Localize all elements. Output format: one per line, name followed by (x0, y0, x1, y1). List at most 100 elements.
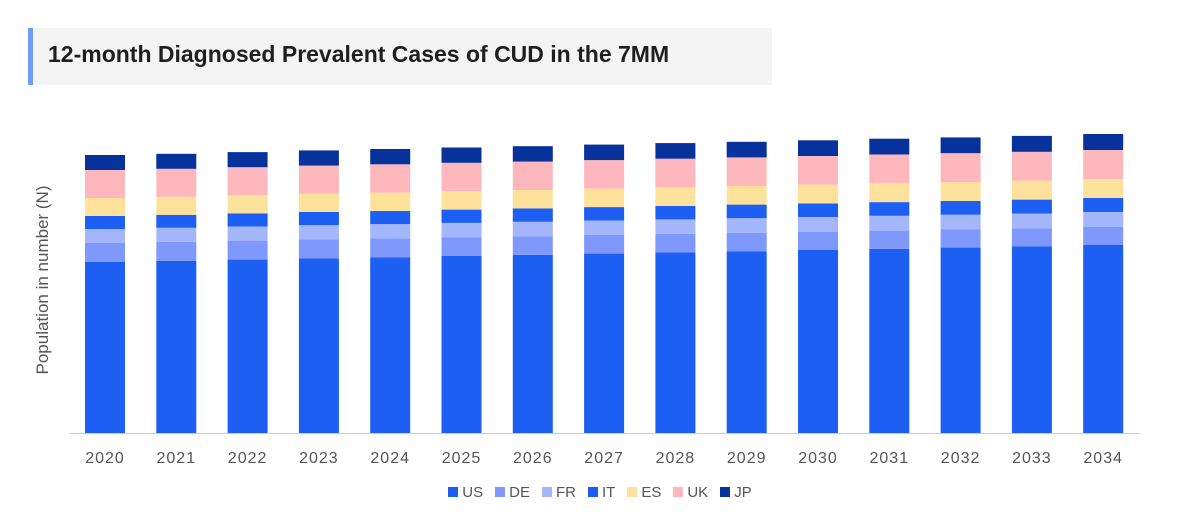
x-tick-label: 2024 (370, 450, 410, 467)
bar-ES-2026 (512, 190, 553, 209)
legend-swatch (673, 487, 684, 497)
bar-IT-2023 (298, 212, 339, 226)
bar-DE-2023 (298, 239, 339, 259)
bar-UK-2020 (85, 170, 125, 198)
bar-ES-2027 (584, 188, 625, 208)
bar-UK-2033 (1011, 151, 1052, 181)
bar-UK-2022 (227, 167, 268, 196)
bar-DE-2034 (1083, 227, 1124, 245)
bar-JP-2034 (1083, 134, 1124, 150)
legend-label: JP (734, 484, 752, 501)
bar-US-2032 (940, 247, 981, 433)
bar-ES-2030 (798, 184, 838, 204)
bar-JP-2027 (584, 144, 625, 161)
legend-label: UK (687, 484, 709, 501)
x-tick-label: 2032 (941, 450, 981, 467)
bar-UK-2026 (512, 161, 553, 190)
bar-ES-2023 (298, 193, 339, 212)
bar-UK-2030 (798, 156, 838, 185)
bar-IT-2027 (584, 207, 625, 221)
bar-UK-2031 (869, 154, 910, 184)
bar-ES-2025 (441, 191, 482, 210)
bar-UK-2023 (298, 165, 339, 194)
bar-DE-2021 (156, 241, 197, 261)
bar-FR-2024 (370, 224, 411, 239)
legend-item-IT: IT (587, 484, 615, 501)
bar-IT-2033 (1011, 199, 1052, 214)
legend-item-DE: DE (495, 484, 530, 501)
bar-ES-2022 (227, 195, 268, 214)
bar-DE-2020 (85, 243, 125, 262)
x-tick-label: 2023 (299, 450, 339, 467)
x-tick-label: 2026 (513, 450, 553, 467)
legend: US DE FR IT ES UK JP (0, 484, 1200, 501)
bar-US-2029 (726, 251, 767, 433)
bar-US-2030 (798, 250, 838, 433)
bar-ES-2029 (726, 186, 767, 205)
bar-US-2024 (370, 257, 411, 433)
x-tick-label: 2022 (228, 450, 268, 467)
x-tick-label: 2034 (1083, 450, 1123, 467)
title-accent-bar (28, 28, 33, 85)
bar-FR-2033 (1011, 213, 1052, 229)
bar-UK-2029 (726, 157, 767, 186)
legend-item-UK: UK (673, 484, 708, 501)
bar-US-2022 (227, 259, 268, 433)
bar-FR-2022 (227, 226, 268, 241)
x-tick-label: 2027 (584, 450, 624, 467)
bar-US-2027 (584, 253, 625, 433)
bar-JP-2030 (798, 140, 838, 156)
bar-FR-2025 (441, 222, 482, 238)
bar-FR-2028 (655, 219, 696, 234)
bar-US-2025 (441, 256, 482, 433)
bar-DE-2024 (370, 238, 411, 258)
bar-IT-2031 (869, 202, 910, 216)
bar-IT-2030 (798, 203, 838, 217)
bar-US-2034 (1083, 245, 1124, 433)
chart-title: 12-month Diagnosed Prevalent Cases of CU… (48, 41, 670, 67)
bar-US-2031 (869, 248, 910, 433)
bar-IT-2024 (370, 210, 411, 225)
bar-US-2023 (298, 258, 339, 433)
bar-UK-2021 (156, 168, 197, 197)
bar-IT-2020 (85, 216, 125, 229)
bar-JP-2029 (726, 141, 767, 158)
bar-FR-2023 (298, 225, 339, 240)
legend-label: US (462, 484, 484, 501)
bar-UK-2032 (940, 153, 981, 183)
bar-US-2021 (156, 260, 197, 433)
bar-IT-2028 (655, 205, 696, 220)
bar-FR-2029 (726, 218, 767, 233)
x-tick-label: 2021 (157, 450, 197, 467)
legend-item-FR: FR (541, 484, 576, 501)
legend-label: DE (509, 484, 530, 501)
bar-FR-2021 (156, 227, 197, 242)
bar-JP-2033 (1011, 135, 1052, 152)
bar-IT-2026 (512, 208, 553, 222)
bar-ES-2028 (655, 187, 696, 206)
bar-DE-2026 (512, 236, 553, 255)
bar-US-2020 (85, 262, 125, 433)
legend-item-ES: ES (627, 484, 661, 501)
bar-DE-2028 (655, 233, 696, 253)
bar-IT-2025 (441, 209, 482, 223)
y-axis-label: Population in number (N) (33, 186, 52, 375)
bar-US-2026 (512, 254, 553, 433)
bar-ES-2031 (869, 183, 910, 203)
bar-JP-2031 (869, 138, 910, 155)
bar-FR-2020 (85, 229, 125, 243)
bar-FR-2030 (798, 217, 838, 232)
bar-IT-2032 (940, 200, 981, 215)
bar-JP-2025 (441, 147, 482, 163)
bar-DE-2025 (441, 237, 482, 256)
bar-FR-2034 (1083, 212, 1124, 227)
legend-swatch (587, 487, 598, 497)
x-tick-label: 2020 (85, 450, 125, 467)
bar-DE-2029 (726, 232, 767, 252)
legend-label: ES (641, 484, 662, 501)
stacked-bar-chart: Population in number (N) 2020 2021 2022 2023… (33, 134, 1140, 467)
bar-IT-2021 (156, 214, 197, 228)
bar-FR-2031 (869, 215, 910, 231)
bar-ES-2021 (156, 196, 197, 215)
x-tick-label: 2031 (870, 450, 910, 467)
